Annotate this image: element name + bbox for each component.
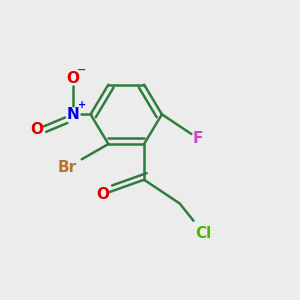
Text: −: − — [77, 65, 86, 75]
Text: Cl: Cl — [195, 226, 212, 241]
Text: O: O — [66, 71, 79, 86]
Text: Br: Br — [57, 160, 76, 175]
Text: F: F — [192, 130, 203, 146]
Text: O: O — [96, 187, 109, 202]
Text: O: O — [31, 122, 44, 137]
Text: N: N — [66, 107, 79, 122]
Text: +: + — [78, 100, 86, 110]
